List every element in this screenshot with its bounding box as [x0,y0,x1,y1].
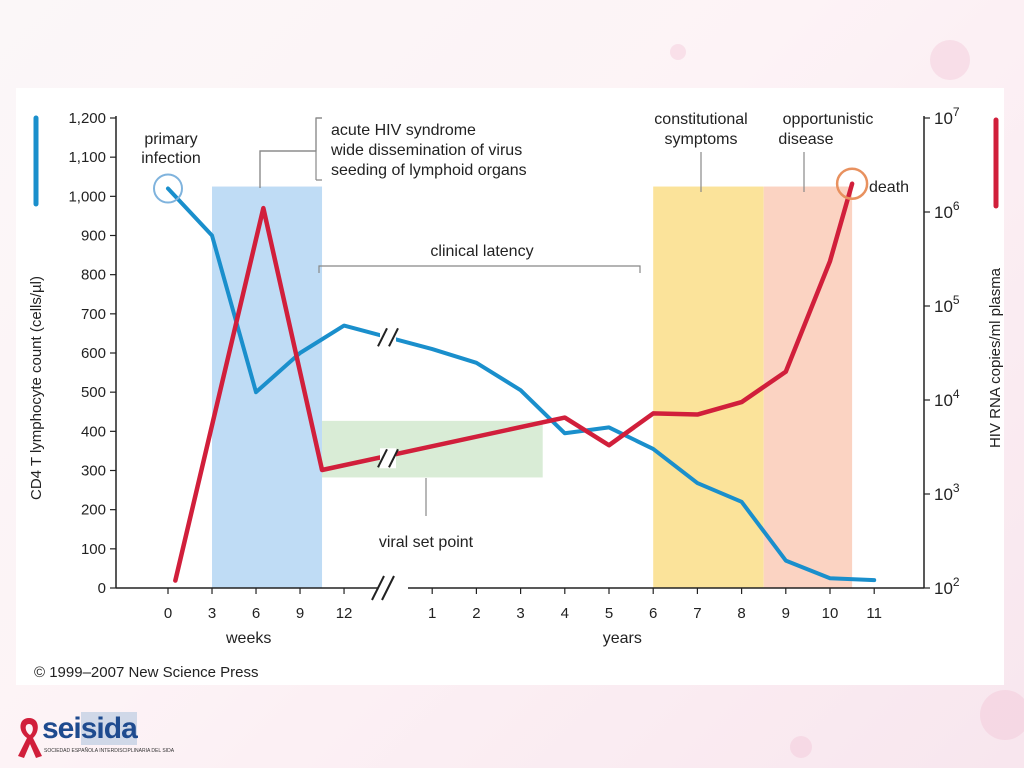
decor-circle [980,690,1024,740]
region-2 [763,186,853,588]
x-tick-label: 1 [428,605,436,622]
left-tick-label: 100 [81,541,106,558]
x-tick-label: 6 [649,605,657,622]
x-tick-label: 4 [561,605,569,622]
seisida-logo: seisida SOCIEDAD ESPAÑOLA INTERDISCIPLIN… [14,712,174,762]
series-line-left [166,186,877,583]
x-tick-label: 7 [693,605,701,622]
left-tick-label: 600 [81,345,106,362]
right-axis-label: HIV RNA copies/ml plasma [987,267,1004,448]
axis-break-mark [371,575,385,601]
copyright-text: © 1999–2007 New Science Press [34,664,259,681]
left-tick-label: 300 [81,463,106,480]
left-tick-label: 400 [81,423,106,440]
x-tick-label: 9 [296,605,304,622]
primary-infection-marker [153,173,183,204]
annotation-acute: acute HIV syndrome [331,122,476,139]
acute-bracket [259,117,322,188]
logo-subtitle: SOCIEDAD ESPAÑOLA INTERDISCIPLINARIA DEL… [44,748,175,754]
x-tick-label: 9 [782,605,790,622]
ribbon-icon [18,718,42,758]
annotation-acute: seeding of lymphoid organs [331,162,527,179]
x-tick-label: 3 [208,605,216,622]
left-tick-label: 1,000 [68,188,106,205]
latency-bracket [318,265,641,273]
left-tick-label: 700 [81,306,106,323]
logo-wordmark: seisida [42,712,138,745]
annotation-primary-infection: primary [144,131,197,148]
chart-panel: 1,200 1,100 1,000 900 800 700 600 500 400 300 200 1… [16,88,1004,685]
right-tick-label: 106 [934,199,960,222]
x-tick-label: 0 [164,605,172,622]
x-tick-label: 8 [737,605,745,622]
left-tick-label: 1,100 [68,149,106,166]
left-axis-label: CD4 T lymphocyte count (cells/µl) [28,276,45,500]
right-tick-label: 107 [934,105,960,128]
series-break-mark [388,327,399,347]
annotation-viral-set-point: viral set point [379,534,474,551]
right-tick-label: 104 [934,387,960,410]
x-tick-label: 12 [336,605,353,622]
left-tick-label: 0 [98,580,106,597]
annotation-clinical-latency: clinical latency [430,243,533,260]
x-tick-label: 5 [605,605,613,622]
right-tick-label: 103 [934,481,960,504]
decor-circle [790,736,812,758]
x-tick-label: 2 [472,605,480,622]
left-tick-label: 200 [81,502,106,519]
annotation-constitutional: constitutional [654,111,747,128]
decor-circle [930,40,970,80]
annotation-opportunistic: disease [778,131,833,148]
x-weeks-label: weeks [225,630,271,647]
annotation-death: death [869,179,909,196]
annotation-acute: wide dissemination of virus [330,142,522,159]
right-tick-label: 105 [934,293,960,316]
left-tick-label: 500 [81,384,106,401]
x-tick-label: 6 [252,605,260,622]
series-break-mark [377,448,388,468]
left-tick-label: 800 [81,267,106,284]
acute-bracket [259,117,322,188]
x-years-label: years [603,630,642,647]
series-break-mark [377,327,388,347]
hiv-progression-chart: 1,2001,1001,0009008007006005004003002001… [28,105,1004,681]
region-1 [653,186,764,588]
annotation-constitutional: symptoms [665,131,738,148]
x-tick-label: 10 [822,605,839,622]
decor-circle [670,44,686,60]
axis-break-mark [381,575,395,601]
left-tick-label: 1,200 [68,110,106,127]
x-tick-label: 3 [516,605,524,622]
left-tick-label: 900 [81,228,106,245]
annotation-primary-infection: infection [141,150,201,167]
death-marker [835,167,869,200]
right-tick-label: 102 [934,575,960,598]
annotation-opportunistic: opportunistic [783,111,874,128]
x-tick-label: 11 [866,605,882,622]
series-break-mark [388,448,399,468]
